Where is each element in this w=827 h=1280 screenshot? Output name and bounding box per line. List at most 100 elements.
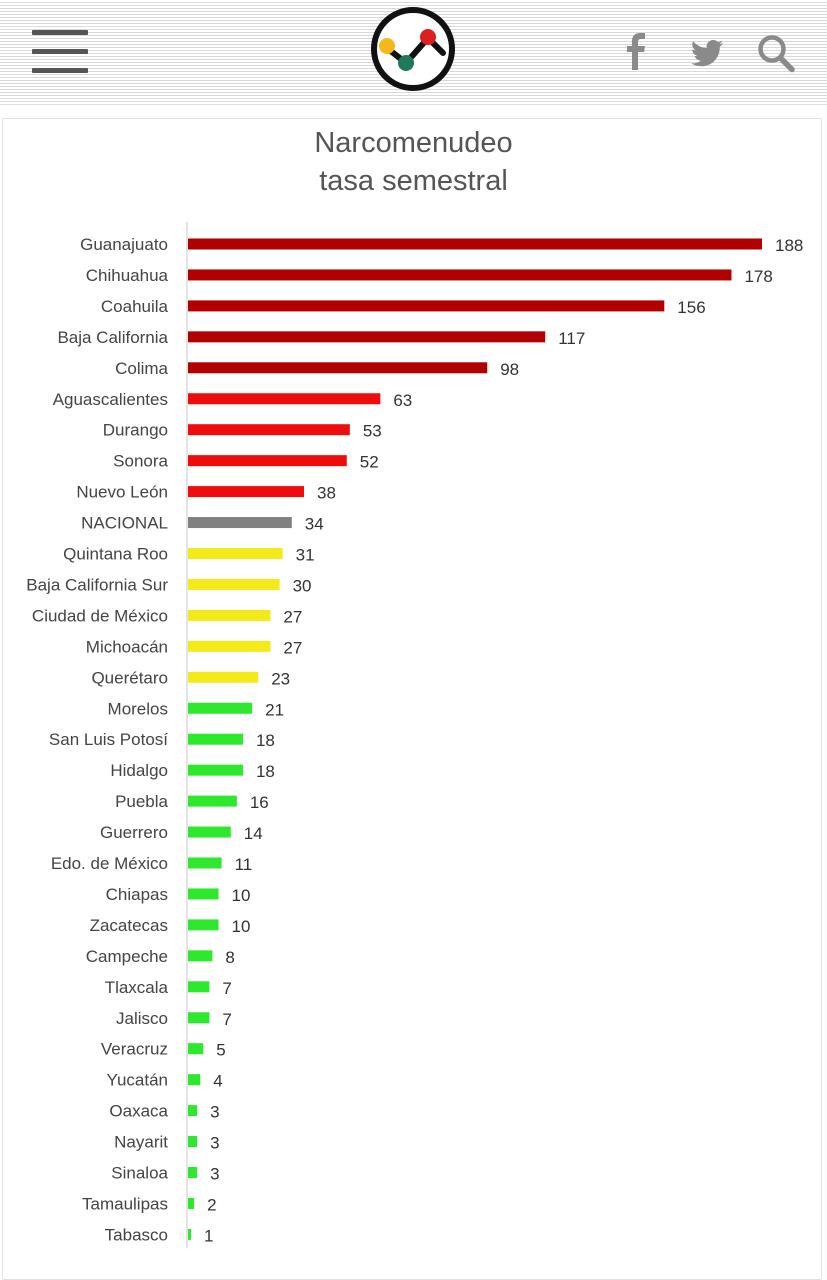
chart-card (2, 118, 822, 1280)
bar (188, 826, 231, 838)
data-label: 3 (210, 1134, 219, 1153)
bar (188, 950, 213, 962)
chart-subtitle: tasa semestral (319, 165, 508, 197)
category-label: Chihuahua (86, 266, 169, 285)
data-label: 52 (360, 453, 379, 472)
bar (188, 1043, 204, 1055)
category-label: Baja California Sur (26, 575, 168, 594)
bar (188, 1012, 210, 1024)
category-label: Sinaloa (111, 1164, 168, 1183)
data-label: 98 (500, 360, 519, 379)
data-label: 117 (558, 329, 585, 348)
category-label: Ciudad de México (32, 606, 168, 625)
data-label: 7 (222, 979, 231, 998)
data-label: 18 (256, 762, 275, 781)
bar (188, 517, 292, 529)
category-label: Tabasco (105, 1225, 168, 1244)
chart-title: Narcomenudeo (314, 127, 513, 159)
category-label: Hidalgo (110, 761, 168, 780)
category-label: Morelos (108, 699, 168, 718)
bar (188, 393, 381, 405)
search-icon[interactable] (756, 30, 796, 74)
bar (188, 548, 283, 559)
data-label: 178 (744, 267, 772, 286)
data-label: 18 (256, 731, 275, 750)
data-label: 8 (225, 948, 234, 967)
data-label: 3 (210, 1165, 219, 1184)
category-label: Jalisco (116, 1009, 168, 1028)
bar (188, 269, 732, 281)
data-label: 16 (250, 793, 269, 812)
category-label: Quintana Roo (63, 545, 168, 564)
category-label: NACIONAL (81, 514, 168, 533)
bar (188, 578, 280, 590)
data-label: 27 (283, 607, 302, 626)
bar (188, 981, 210, 993)
data-label: 7 (222, 1010, 231, 1029)
data-label: 4 (213, 1072, 222, 1091)
bar (188, 1136, 198, 1148)
category-label: Querétaro (91, 668, 168, 687)
bar (188, 238, 762, 250)
data-label: 10 (232, 886, 251, 905)
bar (188, 857, 222, 869)
bar (188, 455, 347, 467)
hamburger-menu-icon[interactable] (32, 30, 88, 74)
data-label: 188 (775, 236, 803, 255)
data-label: 5 (216, 1041, 225, 1060)
data-label: 63 (393, 391, 412, 410)
bar (188, 1167, 198, 1178)
category-label: Tlaxcala (105, 978, 169, 997)
category-label: Edo. de México (51, 854, 168, 873)
bar (188, 609, 271, 621)
category-label: Campeche (86, 947, 168, 966)
bar (188, 671, 259, 683)
category-label: Michoacán (86, 637, 168, 656)
bar (188, 1105, 198, 1117)
category-label: Sonora (113, 452, 168, 471)
data-label: 21 (265, 700, 284, 719)
data-label: 10 (232, 917, 251, 936)
category-label: Zacatecas (90, 916, 168, 935)
category-label: San Luis Potosí (49, 730, 168, 749)
data-label: 1 (204, 1226, 213, 1245)
bar (188, 888, 219, 900)
bar (188, 702, 253, 714)
category-label: Tamaulipas (82, 1194, 168, 1213)
category-label: Nuevo León (76, 483, 168, 502)
data-label: 34 (305, 515, 324, 534)
category-label: Yucatán (107, 1071, 168, 1090)
twitter-icon[interactable] (689, 30, 725, 74)
category-label: Puebla (115, 792, 168, 811)
data-label: 14 (244, 824, 263, 843)
top-navigation-bar (0, 0, 827, 105)
bar (188, 1197, 195, 1209)
bar (188, 1228, 192, 1240)
bar (188, 331, 546, 343)
bar (188, 919, 219, 931)
data-label: 3 (210, 1103, 219, 1122)
line-chart-logo-icon[interactable] (370, 6, 456, 92)
bar (188, 795, 237, 807)
data-label: 11 (235, 855, 253, 874)
data-label: 27 (283, 638, 302, 657)
facebook-icon[interactable] (624, 30, 650, 74)
chart-title-block: Narcomenudeo tasa semestral (0, 124, 827, 200)
data-label: 31 (296, 546, 315, 565)
category-label: Coahuila (101, 297, 169, 316)
data-label: 2 (207, 1195, 216, 1214)
data-label: 156 (677, 298, 705, 317)
category-label: Aguascalientes (53, 390, 168, 409)
data-label: 23 (271, 669, 290, 688)
category-label: Guanajuato (80, 235, 168, 254)
category-label: Guerrero (100, 823, 168, 842)
category-label: Durango (103, 421, 168, 440)
category-label: Oaxaca (109, 1102, 168, 1121)
bar (188, 424, 350, 436)
category-label: Nayarit (114, 1133, 168, 1152)
category-label: Veracruz (101, 1040, 168, 1059)
bar (188, 764, 243, 776)
bar (188, 486, 305, 498)
